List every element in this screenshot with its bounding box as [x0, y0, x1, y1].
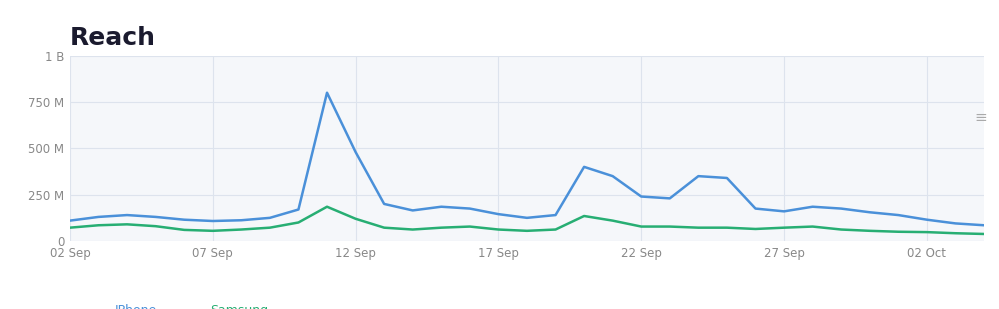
Samsung: [778, 226, 790, 230]
Samsung: [692, 226, 704, 230]
IPhone: [436, 205, 448, 209]
IPhone: [949, 222, 961, 225]
Samsung: [121, 222, 133, 226]
IPhone: [835, 207, 847, 210]
IPhone: [64, 219, 76, 222]
Samsung: [835, 228, 847, 231]
Samsung: [806, 225, 818, 228]
Samsung: [436, 226, 448, 230]
Samsung: [921, 230, 933, 234]
IPhone: [721, 176, 733, 180]
Samsung: [721, 226, 733, 230]
Samsung: [407, 228, 419, 231]
IPhone: [350, 150, 362, 154]
Samsung: [606, 219, 618, 222]
Samsung: [749, 227, 761, 231]
Samsung: [464, 225, 476, 228]
IPhone: [521, 216, 533, 220]
Line: Samsung: Samsung: [70, 207, 984, 234]
Samsung: [264, 226, 276, 230]
IPhone: [606, 174, 618, 178]
IPhone: [749, 207, 761, 210]
Samsung: [521, 229, 533, 233]
Samsung: [379, 226, 391, 230]
IPhone: [150, 215, 162, 219]
Samsung: [864, 229, 876, 233]
Samsung: [978, 232, 990, 236]
IPhone: [379, 202, 391, 206]
IPhone: [778, 210, 790, 213]
Samsung: [578, 214, 590, 218]
Samsung: [93, 223, 105, 227]
IPhone: [178, 218, 190, 222]
IPhone: [121, 213, 133, 217]
Samsung: [663, 225, 675, 228]
IPhone: [236, 218, 248, 222]
IPhone: [549, 213, 561, 217]
Samsung: [892, 230, 904, 234]
IPhone: [635, 195, 647, 198]
Samsung: [178, 228, 190, 232]
IPhone: [663, 197, 675, 200]
Samsung: [493, 228, 504, 231]
IPhone: [493, 212, 504, 216]
IPhone: [806, 205, 818, 209]
Samsung: [293, 221, 305, 224]
IPhone: [293, 208, 305, 211]
IPhone: [578, 165, 590, 169]
IPhone: [264, 216, 276, 220]
Samsung: [549, 228, 561, 231]
IPhone: [864, 210, 876, 214]
IPhone: [464, 207, 476, 210]
IPhone: [978, 223, 990, 227]
Samsung: [350, 217, 362, 221]
IPhone: [207, 219, 219, 223]
IPhone: [921, 218, 933, 222]
Text: ≡: ≡: [974, 110, 987, 125]
IPhone: [407, 209, 419, 212]
IPhone: [692, 174, 704, 178]
Line: IPhone: IPhone: [70, 93, 984, 225]
Legend: IPhone, Samsung: IPhone, Samsung: [76, 299, 273, 309]
Samsung: [321, 205, 333, 209]
IPhone: [892, 213, 904, 217]
IPhone: [93, 215, 105, 219]
IPhone: [321, 91, 333, 95]
Samsung: [150, 224, 162, 228]
Samsung: [236, 228, 248, 231]
Samsung: [949, 231, 961, 235]
Samsung: [635, 225, 647, 228]
Samsung: [207, 229, 219, 233]
Samsung: [64, 226, 76, 230]
Text: Reach: Reach: [70, 26, 156, 49]
